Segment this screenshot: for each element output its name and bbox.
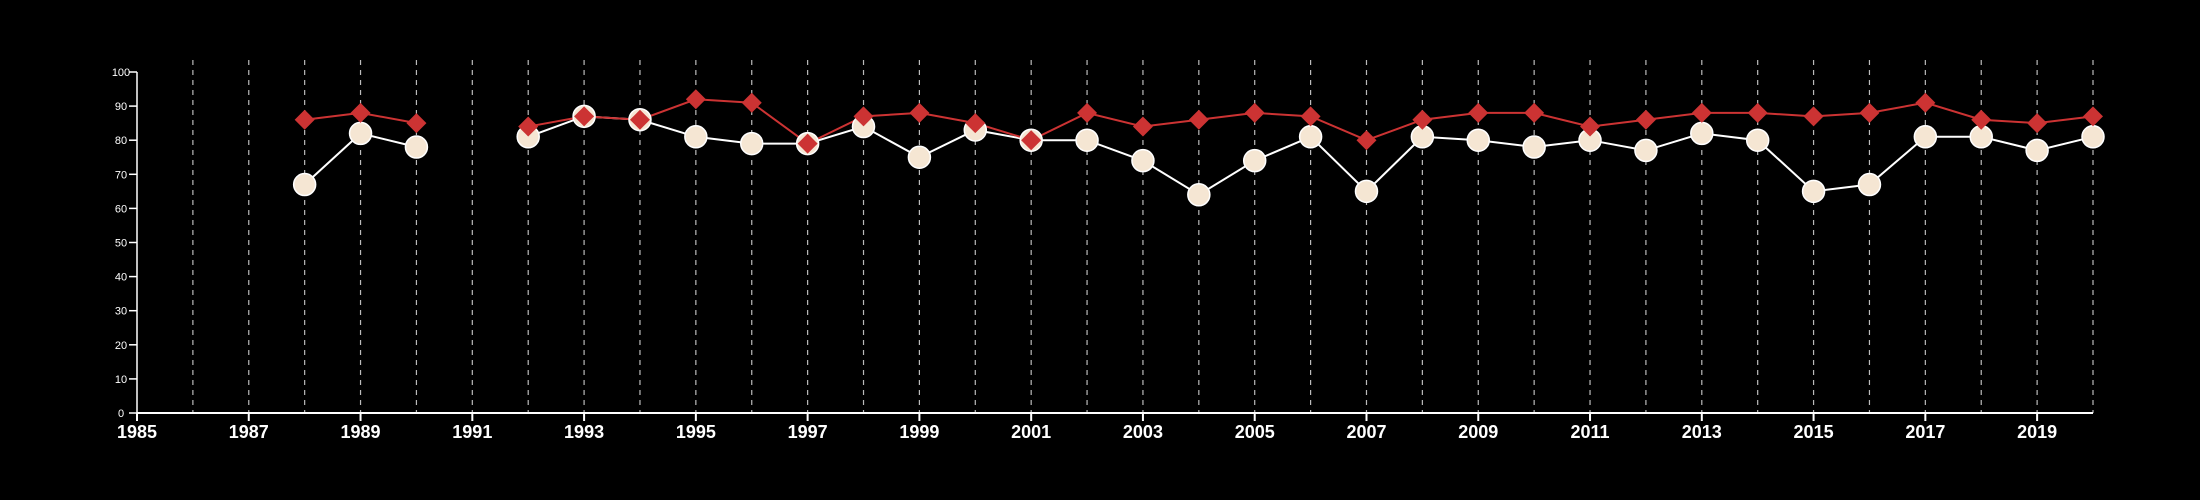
y-axis: 0 10 20 30 40 50 60 70 80 90 100 [112, 67, 138, 420]
data-point-circle [684, 125, 708, 149]
data-point-diamond [1915, 92, 1936, 113]
series-markers [292, 89, 2105, 207]
data-point-circle [1242, 148, 1267, 173]
data-point-circle [292, 172, 317, 197]
x-tick-label: 2015 [1794, 422, 1834, 442]
data-point-diamond [685, 89, 706, 110]
x-tick-label: 1985 [117, 422, 157, 442]
data-point-diamond [1188, 109, 1209, 130]
data-point-diamond [1524, 102, 1545, 123]
data-point-diamond [1244, 102, 1265, 123]
data-point-circle [1745, 128, 1770, 152]
x-tick-label: 2009 [1458, 422, 1498, 442]
data-point-circle [1857, 172, 1882, 197]
data-point-circle [1522, 135, 1546, 159]
y-tick-label: 0 [118, 408, 124, 420]
x-tick-label: 1993 [564, 422, 604, 442]
data-point-circle [348, 121, 373, 146]
data-point-diamond [797, 133, 818, 154]
data-point-circle [1298, 125, 1323, 149]
x-tick-label: 2013 [1682, 422, 1722, 442]
data-point-diamond [909, 102, 930, 123]
data-point-diamond [2083, 106, 2103, 127]
data-point-diamond [294, 109, 315, 130]
x-tick-label: 1991 [452, 422, 492, 442]
x-tick-label: 2019 [2017, 422, 2057, 442]
data-point-diamond [1077, 102, 1098, 123]
data-point-diamond [1468, 102, 1489, 123]
data-point-diamond [518, 116, 539, 137]
data-point-diamond [1691, 102, 1712, 123]
data-point-diamond [853, 106, 874, 127]
x-tick-label: 2001 [1011, 422, 1051, 442]
data-point-circle [1075, 128, 1099, 152]
x-tick-label: 1999 [899, 422, 939, 442]
data-point-circle [404, 135, 429, 159]
data-point-diamond [1635, 109, 1656, 130]
x-tick-label: 2003 [1123, 422, 1163, 442]
data-point-circle [1634, 138, 1658, 163]
y-tick-label: 40 [115, 272, 127, 284]
data-point-circle [1801, 179, 1826, 204]
x-tick-label: 1989 [341, 422, 381, 442]
x-tick-label: 1987 [229, 422, 269, 442]
data-point-diamond [1412, 109, 1433, 130]
x-tick-label: 2007 [1346, 422, 1386, 442]
y-tick-label: 70 [115, 169, 127, 181]
y-tick-label: 90 [115, 101, 127, 113]
x-tick-label: 2005 [1235, 422, 1275, 442]
data-point-diamond [1356, 130, 1377, 151]
data-point-circle [1187, 183, 1211, 207]
data-point-diamond [350, 102, 371, 123]
data-point-circle [1354, 179, 1379, 204]
data-point-circle [2081, 125, 2105, 149]
data-point-diamond [1803, 106, 1824, 127]
y-tick-label: 80 [115, 135, 127, 147]
data-point-circle [907, 145, 932, 169]
data-point-diamond [574, 106, 595, 127]
y-tick-label: 30 [115, 306, 127, 318]
x-axis: 1985 1987 1989 1991 1993 1995 1997 1999 2001 2003… [117, 412, 2093, 442]
data-point-diamond [1747, 102, 1768, 123]
x-tick-label: 2011 [1570, 422, 1609, 442]
data-point-diamond [1971, 109, 1992, 130]
data-point-circle [1466, 128, 1491, 152]
x-tick-label: 1997 [788, 422, 828, 442]
vertical-grid [192, 60, 2094, 413]
data-point-diamond [1580, 116, 1601, 137]
data-point-circle [1690, 121, 1714, 146]
y-tick-label: 60 [115, 203, 127, 215]
data-point-diamond [1021, 130, 1042, 151]
data-point-circle [739, 131, 764, 156]
data-point-diamond [741, 92, 762, 113]
y-tick-label: 50 [115, 238, 127, 250]
data-point-diamond [1859, 102, 1880, 123]
x-tick-label: 1995 [676, 422, 716, 442]
y-tick-label: 10 [115, 374, 127, 386]
data-point-diamond [406, 113, 427, 134]
data-point-diamond [965, 113, 986, 134]
data-point-diamond [1132, 116, 1153, 137]
data-point-diamond [1300, 106, 1321, 127]
data-point-circle [2025, 138, 2049, 163]
y-tick-label: 100 [112, 67, 130, 79]
y-tick-label: 20 [115, 340, 127, 352]
x-tick-label: 2017 [1905, 422, 1945, 442]
data-point-diamond [2027, 113, 2048, 134]
data-point-circle [1913, 125, 1938, 149]
data-point-diamond [629, 109, 650, 130]
data-point-circle [1131, 148, 1155, 173]
